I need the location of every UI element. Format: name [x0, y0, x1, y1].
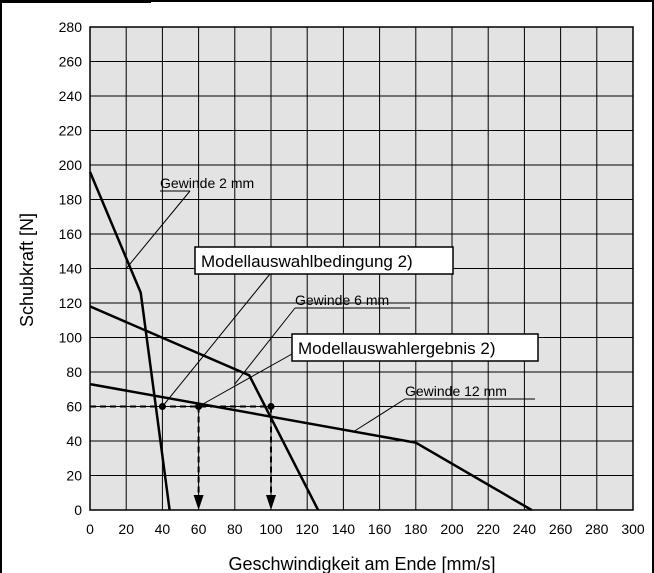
- x-tick-label: 100: [259, 521, 283, 537]
- series-line-0: [88, 171, 171, 511]
- y-tick-label: 20: [66, 468, 82, 484]
- y-tick-label: 220: [59, 123, 83, 139]
- y-axis-ticks: 0 20 40 60 80 100 120 140 160 180 200 220 240 260 280: [59, 19, 83, 518]
- annotation-leader: [234, 307, 296, 385]
- leader-lines: [125, 190, 406, 433]
- y-tick-label: 0: [74, 502, 82, 518]
- y-tick-label: 260: [59, 54, 83, 70]
- x-tick-label: 60: [191, 521, 207, 537]
- annotation-leader: [352, 398, 406, 433]
- x-tick-label: 80: [227, 521, 243, 537]
- annotation-box: [194, 246, 454, 275]
- x-tick-label: 200: [440, 521, 464, 537]
- annotations: Gewinde 2 mm Modellauswahlbedingung 2) Gew…: [160, 175, 539, 400]
- top-rule: [1, 0, 151, 3]
- y-axis-label: Schubkraft [N]: [17, 213, 37, 327]
- annotation-label: Modellauswahlbedingung 2): [201, 252, 413, 271]
- plot-frame: [89, 26, 634, 511]
- guide-arrowhead: [266, 495, 276, 510]
- annotation-leader: [162, 273, 271, 407]
- y-tick-label: 40: [66, 433, 82, 449]
- y-tick-label: 80: [66, 364, 82, 380]
- x-axis-ticks: 0 20 40 60 80 100 120 140 160 180 200 220 240 260 280 3…: [86, 521, 645, 537]
- x-tick-label: 300: [621, 521, 645, 537]
- y-tick-label: 140: [59, 261, 83, 277]
- y-tick-label: 160: [59, 226, 83, 242]
- y-tick-label: 280: [59, 19, 83, 35]
- y-tick-label: 100: [59, 330, 83, 346]
- y-tick-label: 240: [59, 88, 83, 104]
- guide-arrowhead: [193, 495, 204, 510]
- x-tick-label: 280: [585, 521, 609, 537]
- y-tick-label: 60: [66, 399, 82, 415]
- annotation-label: Gewinde 12 mm: [405, 383, 507, 399]
- x-tick-label: 160: [368, 521, 392, 537]
- annotation-label: Modellauswahlergebnis 2): [298, 339, 496, 358]
- annotation-label: Gewinde 6 mm: [295, 292, 389, 308]
- x-tick-label: 140: [332, 521, 356, 537]
- x-tick-label: 20: [118, 521, 134, 537]
- y-tick-label: 200: [59, 157, 83, 173]
- guide-lines: [90, 405, 276, 510]
- x-axis-label: Geschwindigkeit am Ende [mm/s]: [228, 554, 495, 573]
- x-tick-label: 0: [86, 521, 94, 537]
- annotation-leader: [198, 353, 293, 407]
- y-tick-label: 180: [59, 192, 83, 208]
- annotation-box: [291, 333, 539, 362]
- x-tick-label: 240: [513, 521, 537, 537]
- annotation-leader: [125, 190, 191, 269]
- data-marker: [267, 403, 275, 410]
- x-tick-label: 40: [155, 521, 171, 537]
- series-line-1: [89, 305, 320, 511]
- annotation-label: Gewinde 2 mm: [160, 175, 254, 191]
- x-tick-label: 180: [404, 521, 428, 537]
- y-tick-label: 120: [59, 295, 83, 311]
- x-tick-label: 120: [296, 521, 320, 537]
- x-tick-label: 220: [477, 521, 501, 537]
- x-tick-label: 260: [549, 521, 573, 537]
